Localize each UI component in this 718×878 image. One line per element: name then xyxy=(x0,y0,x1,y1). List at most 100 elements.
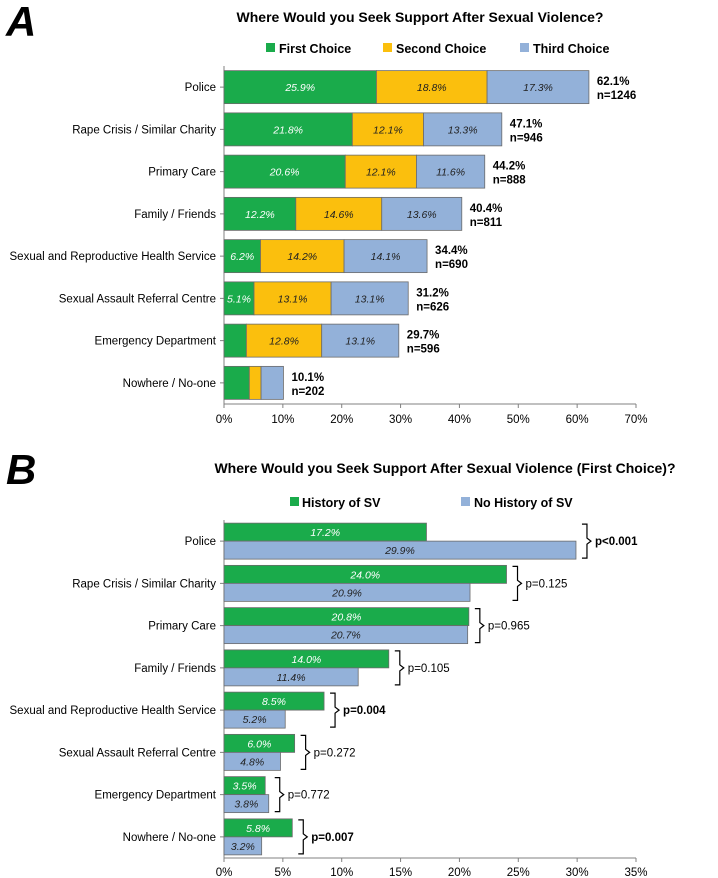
panel-a-segment-label: 14.2% xyxy=(287,251,317,263)
panel-a-segment-label: 20.6% xyxy=(269,167,300,179)
legend-a-second-swatch xyxy=(383,43,392,52)
panel-a-bar-segment xyxy=(343,239,428,274)
panel-a-segment-label: 13.6% xyxy=(407,209,437,221)
panel-b-plot: 0% 5% 10% 15% 20% 25% 30% 35% Police 17.2% 29.9% p<… xyxy=(10,520,648,878)
legend-b-history-swatch xyxy=(290,497,299,506)
panel-b-x-tick-label: 35% xyxy=(624,867,647,878)
panel-a-segment-label: 25.9% xyxy=(284,82,315,94)
panel-b-bar xyxy=(223,709,286,729)
panel-a-category-label: Primary Care xyxy=(148,167,216,179)
panel-a-bar-segment xyxy=(223,154,346,189)
panel-a-x-tick-label: 40% xyxy=(448,414,471,426)
panel-a-segment-label: 14.1% xyxy=(371,251,401,263)
panel-b-p-value: p=0.105 xyxy=(408,663,450,675)
panel-a-bar-segment xyxy=(321,323,400,358)
panel-b-significance-bracket xyxy=(581,523,592,559)
panel-a-n-label: n=811 xyxy=(470,217,503,229)
panel-b-bar xyxy=(223,625,469,645)
panel-b-bar-label: 8.5% xyxy=(262,696,286,708)
panel-a-segment-label: 13.1% xyxy=(355,293,385,305)
panel-a-bar-segment xyxy=(260,365,284,400)
panel-b-title: Where Would you Seek Support After Sexua… xyxy=(214,460,675,476)
legend-a-third-label: Third Choice xyxy=(533,42,609,56)
legend-b-nohistory-swatch xyxy=(461,497,470,506)
panel-b-bar xyxy=(223,794,270,814)
panel-a-bar-segment xyxy=(223,196,297,231)
panel-a-total-label: 44.2% xyxy=(493,161,526,173)
panel-b-category-label: Sexual Assault Referral Centre xyxy=(59,747,216,759)
panel-a-x-tick-label: 50% xyxy=(507,414,530,426)
panel-a-n-label: n=888 xyxy=(493,175,527,187)
panel-a-category-label: Emergency Department xyxy=(95,336,217,348)
panel-a-bar-segment xyxy=(260,239,345,274)
panel-a-legend: First Choice Second Choice Third Choice xyxy=(266,42,609,56)
panel-a-total-label: 62.1% xyxy=(597,76,630,88)
panel-a-bar-segment xyxy=(223,239,261,274)
panel-b-p-value: p=0.007 xyxy=(311,832,354,844)
panel-b-significance-bracket xyxy=(512,565,523,601)
panel-b-bar-label: 20.8% xyxy=(331,612,362,624)
panel-b-bar-label: 4.8% xyxy=(240,756,264,768)
panel-b-category-label: Emergency Department xyxy=(95,790,217,802)
panel-b-category-label: Nowhere / No-one xyxy=(123,832,216,844)
panel-a-n-label: n=690 xyxy=(435,259,468,271)
panel-b-category-label: Family / Friends xyxy=(134,663,216,675)
panel-a-x-tick-label: 0% xyxy=(216,414,233,426)
panel-a-category-label: Rape Crisis / Similar Charity xyxy=(72,124,216,136)
panel-b-p-value: p=0.004 xyxy=(343,705,386,717)
panel-a-segment-label: 12.1% xyxy=(366,167,396,179)
panel-a-total-label: 10.1% xyxy=(291,372,324,384)
panel-b-bar-label: 20.7% xyxy=(330,630,361,642)
panel-a-total-label: 29.7% xyxy=(407,330,440,342)
panel-a-bar-segment xyxy=(223,112,353,147)
panel-a-x-tick-label: 10% xyxy=(271,414,294,426)
panel-a-plot: 0% 10% 20% 30% 40% 50% 60% 70% Police 25.9% 18.8% 1… xyxy=(10,66,648,426)
panel-a-segment-label: 12.1% xyxy=(373,124,403,136)
panel-a-category-label: Sexual and Reproductive Health Service xyxy=(10,251,216,263)
panel-a-bar-segment xyxy=(381,196,463,231)
panel-a-segment-label: 13.1% xyxy=(345,336,375,348)
panel-a-bar-segment xyxy=(223,365,250,400)
panel-a-x-tick-label: 20% xyxy=(330,414,353,426)
panel-b-x-tick-label: 0% xyxy=(216,867,233,878)
panel-a-total-label: 40.4% xyxy=(470,203,503,215)
panel-a-segment-label: 13.1% xyxy=(278,293,308,305)
legend-a-third-swatch xyxy=(520,43,529,52)
panel-b-p-value: p=0.125 xyxy=(526,578,568,590)
panel-a-total-label: 47.1% xyxy=(510,118,543,130)
legend-a-first-label: First Choice xyxy=(279,42,351,56)
panel-b-significance-bracket xyxy=(394,650,405,686)
panel-b-letter: B xyxy=(6,446,36,493)
panel-a-segment-label: 11.6% xyxy=(436,167,465,179)
panel-a-n-label: n=946 xyxy=(510,132,543,144)
panel-b-significance-bracket xyxy=(298,819,309,855)
panel-b-p-value: p=0.772 xyxy=(288,790,330,802)
panel-b-x-tick-label: 10% xyxy=(330,867,353,878)
panel-b-p-value: p<0.001 xyxy=(595,536,638,548)
panel-b-x-tick-label: 20% xyxy=(448,867,471,878)
panel-b-x-tick-label: 25% xyxy=(507,867,530,878)
panel-a-letter: A xyxy=(5,0,36,45)
panel-a-bar-segment xyxy=(245,323,323,358)
panel-a-bar-segment xyxy=(223,281,255,316)
panel-a-title: Where Would you Seek Support After Sexua… xyxy=(237,9,604,25)
panel-b-bar-label: 5.2% xyxy=(243,714,267,726)
panel-b-p-value: p=0.965 xyxy=(488,621,530,633)
panel-a-bar-segment xyxy=(486,70,590,105)
panel-b-bar-label: 6.0% xyxy=(247,738,271,750)
panel-a-segment-label: 17.3% xyxy=(523,82,553,94)
panel-b-bar-label: 3.8% xyxy=(234,799,258,811)
panel-a-n-label: n=626 xyxy=(416,301,449,313)
panel-a-segment-label: 12.2% xyxy=(245,209,275,221)
panel-a-x-tick-label: 70% xyxy=(624,414,647,426)
panel-b-bar-label: 11.4% xyxy=(277,672,306,684)
panel-a-bar-segment xyxy=(416,154,486,189)
panel-b-bar-label: 3.2% xyxy=(231,841,255,853)
panel-b-bar xyxy=(223,540,577,560)
panel-a-category-label: Family / Friends xyxy=(134,209,216,221)
panel-b-category-label: Rape Crisis / Similar Charity xyxy=(72,578,216,590)
legend-b-history-label: History of SV xyxy=(302,496,381,510)
panel-b-significance-bracket xyxy=(274,777,285,813)
panel-a-bar-segment xyxy=(330,281,409,316)
